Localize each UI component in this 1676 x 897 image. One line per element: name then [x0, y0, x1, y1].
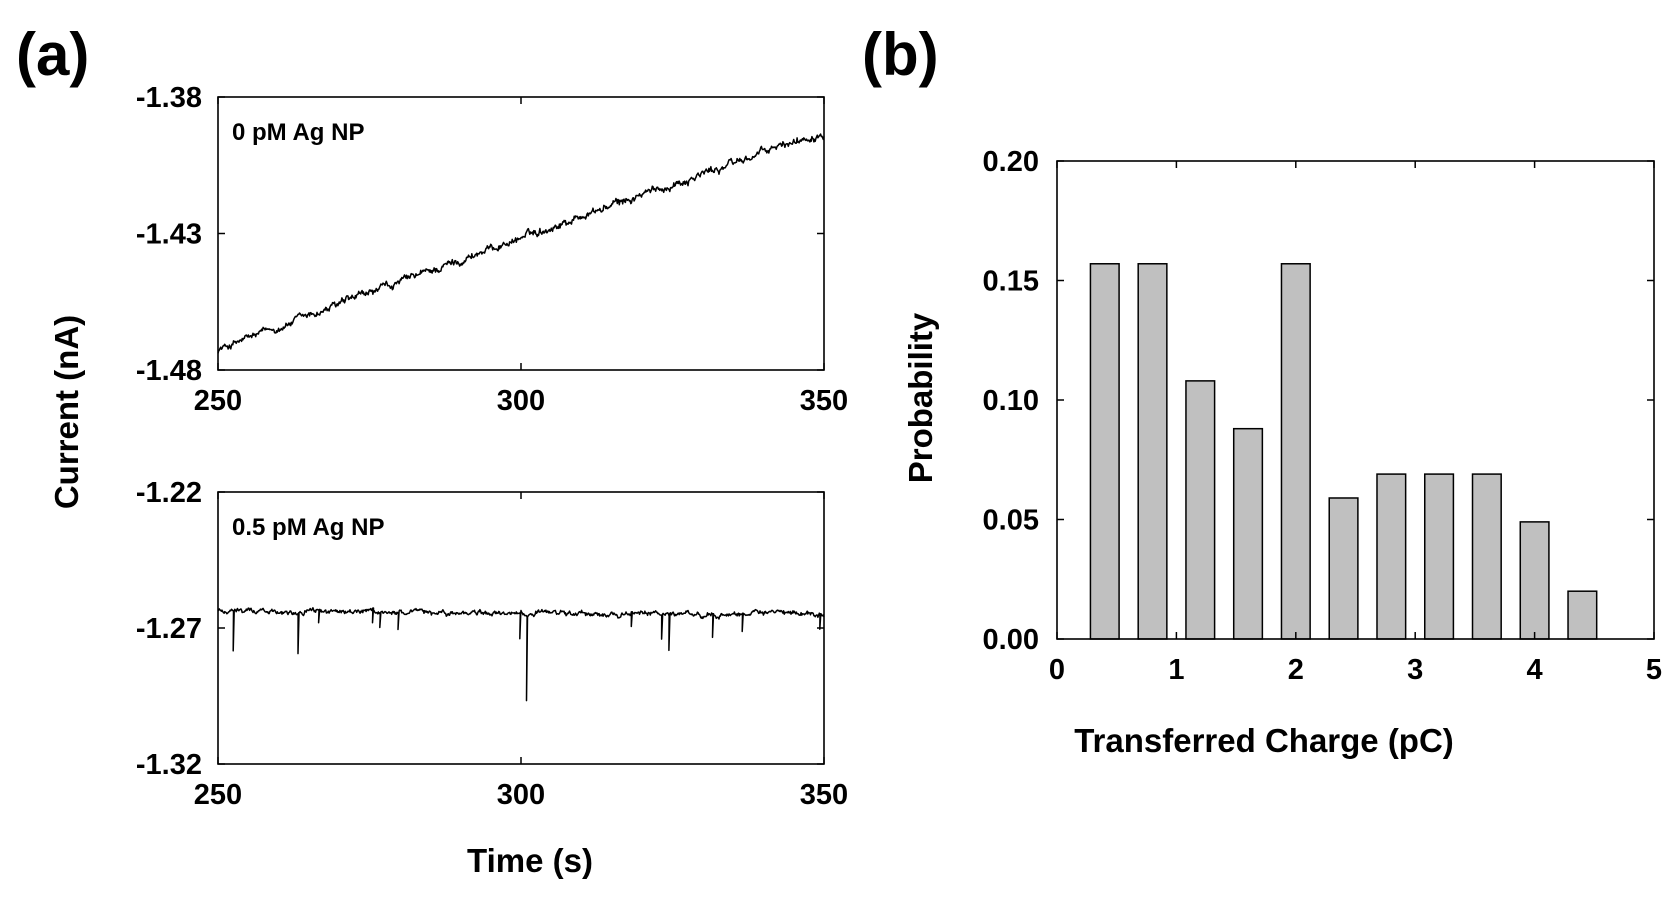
- panel-a-label: (a): [16, 21, 89, 88]
- histogram-bar: [1471, 473, 1502, 640]
- histogram-bar: [1137, 263, 1168, 640]
- b-ytick-label: 0.10: [983, 385, 1039, 417]
- histogram-bar: [1567, 590, 1598, 640]
- a-xlabel: Time (s): [467, 842, 593, 879]
- a-bottom-ytick-label: -1.27: [136, 613, 202, 645]
- a-bottom-xtick-label: 250: [194, 779, 242, 811]
- b-xtick-label: 5: [1646, 654, 1662, 686]
- histogram-bar: [1424, 473, 1455, 640]
- a-top-ytick-label: -1.38: [136, 82, 202, 114]
- a-ylabel: Current (nA): [48, 315, 85, 509]
- b-xlabel: Transferred Charge (pC): [1074, 722, 1454, 759]
- a-top-ytick-label: -1.48: [136, 355, 202, 387]
- b-ylabel: Probability: [902, 312, 939, 483]
- a-bottom-ytick-label: -1.32: [136, 749, 202, 781]
- b-ytick-label: 0.00: [983, 624, 1039, 656]
- plot-b-histogram: 0 1 2 3 4 5 0.00 0.05 0.10 0.15 0.20: [983, 146, 1663, 686]
- a-bottom-xtick-label: 350: [800, 779, 848, 811]
- histogram-bar: [1280, 263, 1311, 640]
- b-ytick-label: 0.05: [983, 505, 1039, 537]
- histogram-bar: [1232, 427, 1264, 640]
- plot-a-bottom: 250 300 350 -1.22 -1.27 -1.32 0.5 pM Ag NP: [136, 477, 848, 811]
- b-xtick-label: 2: [1288, 654, 1304, 686]
- b-ytick-label: 0.20: [983, 146, 1039, 178]
- plot-a-top: 250 300 350 -1.38 -1.43 -1.48 0 pM Ag NP: [136, 82, 848, 417]
- a-bottom-trace: [217, 607, 825, 702]
- a-bottom-ytick-label: -1.22: [136, 477, 202, 509]
- b-xtick-label: 1: [1168, 654, 1184, 686]
- histogram-bar: [1376, 473, 1407, 640]
- a-top-trace: [217, 133, 825, 354]
- a-top-ytick-label: -1.43: [136, 219, 202, 251]
- a-top-xtick-label: 300: [497, 385, 545, 417]
- b-xtick-label: 3: [1407, 654, 1423, 686]
- histogram-bar: [1089, 263, 1120, 640]
- a-top-xtick-label: 350: [800, 385, 848, 417]
- a-top-annotation: 0 pM Ag NP: [232, 119, 364, 146]
- b-xtick-label: 4: [1527, 654, 1543, 686]
- b-ytick-label: 0.15: [983, 266, 1039, 298]
- histogram-bar: [1185, 380, 1216, 640]
- panel-b-label: (b): [862, 21, 939, 88]
- histogram-bar: [1519, 521, 1550, 640]
- histogram-bar: [1328, 497, 1359, 640]
- a-bottom-xtick-label: 300: [497, 779, 545, 811]
- b-xtick-label: 0: [1049, 654, 1065, 686]
- a-bottom-annotation: 0.5 pM Ag NP: [232, 514, 384, 541]
- a-top-xtick-label: 250: [194, 385, 242, 417]
